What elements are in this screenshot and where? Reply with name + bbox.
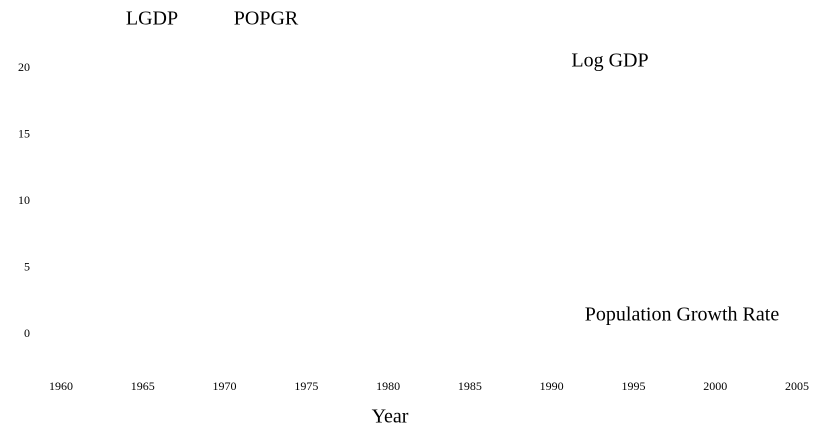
legend-entry: POPGR: [234, 8, 299, 30]
x-tick-label: 1990: [540, 379, 564, 393]
x-tick-label: 1970: [213, 379, 237, 393]
x-tick-label: 2005: [785, 379, 809, 393]
y-tick-label: 5: [24, 259, 30, 273]
annotation: Population Growth Rate: [585, 304, 780, 326]
x-tick-label: 1965: [131, 379, 155, 393]
annotation: Log GDP: [571, 50, 648, 72]
legend-entry: LGDP: [126, 8, 178, 30]
x-tick-label: 1985: [458, 379, 482, 393]
x-tick-label: 1995: [621, 379, 645, 393]
x-tick-label: 1980: [376, 379, 400, 393]
y-tick-label: 20: [18, 60, 30, 74]
y-tick-label: 15: [18, 126, 30, 140]
x-tick-label: 2000: [703, 379, 727, 393]
x-axis-label: Year: [372, 406, 409, 428]
y-tick-label: 0: [24, 326, 30, 340]
x-tick-label: 1960: [49, 379, 73, 393]
y-tick-label: 10: [18, 193, 30, 207]
x-tick-label: 1975: [294, 379, 318, 393]
